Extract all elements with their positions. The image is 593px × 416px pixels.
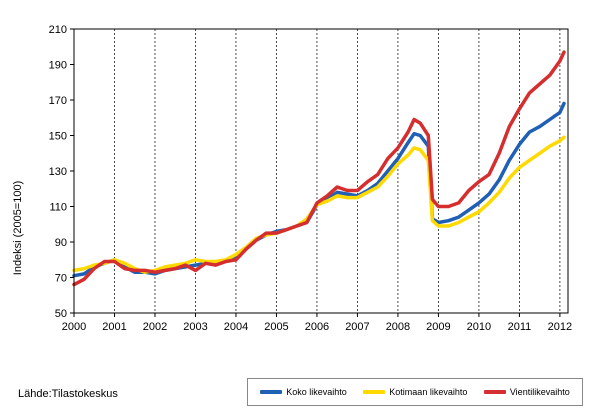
legend-item-2: Kotimaan likevaihto	[363, 387, 467, 397]
y-tick-label-50: 50	[55, 308, 67, 320]
legend-label: Koko likevaihto	[286, 387, 347, 397]
series-line-1	[72, 101, 566, 278]
legend-swatch	[363, 390, 386, 394]
x-tick-label-2000: 2000	[62, 321, 86, 333]
x-tick-label-2005: 2005	[264, 321, 288, 333]
legend-swatch	[483, 390, 506, 394]
x-tick-label-2004: 2004	[224, 321, 248, 333]
y-axis-title: Indeksi (2005=100)	[12, 181, 24, 275]
x-tick-label-2012: 2012	[548, 321, 572, 333]
legend-item-3: Vientilikevaihto	[483, 387, 570, 397]
legend-swatch	[260, 390, 283, 394]
x-tick-label-2007: 2007	[345, 321, 369, 333]
x-tick-label-2006: 2006	[305, 321, 329, 333]
y-tick-label-130: 130	[49, 166, 67, 178]
chart-axes: 2000 2001 2002 2003 2004 2005 2006 2007 2008 2009…	[49, 24, 573, 333]
chart-series-layer	[72, 50, 566, 287]
legend-label: Vientilikevaihto	[509, 387, 570, 397]
y-tick-label-110: 110	[49, 202, 67, 214]
series-line-2	[72, 135, 566, 274]
y-tick-label-150: 150	[49, 131, 67, 143]
x-tick-label-2009: 2009	[426, 321, 450, 333]
y-tick-label-170: 170	[49, 95, 67, 107]
chart-legend: Koko likevaihto Kotimaan likevaihto Vienti…	[247, 378, 583, 406]
source-note: Lähde:Tilastokeskus	[18, 388, 118, 400]
y-tick-label-70: 70	[55, 273, 67, 285]
y-tick-label-190: 190	[49, 60, 67, 72]
series-line-3	[72, 50, 566, 287]
x-tick-label-2002: 2002	[143, 321, 167, 333]
x-tick-label-2003: 2003	[183, 321, 207, 333]
legend-item-1: Koko likevaihto	[260, 387, 347, 397]
y-tick-label-210: 210	[49, 24, 67, 36]
chart-gridlines	[114, 29, 561, 313]
x-tick-label-2001: 2001	[102, 321, 126, 333]
legend-label: Kotimaan likevaihto	[389, 387, 468, 397]
x-tick-label-2011: 2011	[508, 321, 532, 333]
x-tick-label-2010: 2010	[467, 321, 491, 333]
x-tick-label-2008: 2008	[386, 321, 410, 333]
y-tick-label-90: 90	[55, 237, 67, 249]
